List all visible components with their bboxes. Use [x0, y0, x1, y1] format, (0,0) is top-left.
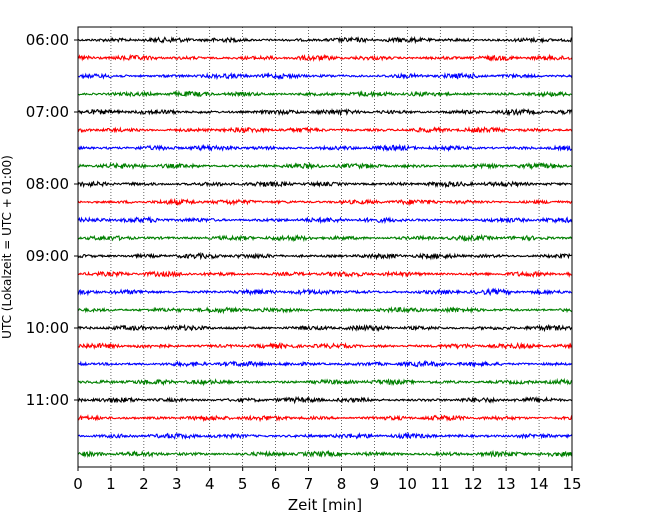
seismogram-trace [77, 71, 573, 81]
seismogram-trace [77, 233, 573, 243]
seismogram-trace [77, 287, 573, 297]
seismogram-trace [77, 53, 573, 62]
y-tick-label: 10:00 [26, 319, 69, 337]
x-tick-label: 7 [304, 475, 314, 493]
y-tick-label: 11:00 [26, 391, 69, 409]
seismogram-trace [77, 35, 573, 45]
y-tick-label: 06:00 [26, 31, 69, 49]
x-grid [110, 27, 540, 467]
seismogram-trace [77, 341, 573, 350]
seismogram-trace [77, 90, 573, 98]
seismogram-trace [77, 251, 573, 261]
plot-frame [77, 26, 573, 468]
x-tick-label: 5 [238, 475, 248, 493]
x-tick-label: 8 [337, 475, 347, 493]
seismogram-trace [77, 125, 573, 134]
x-axis-ticks: 0 1 2 3 4 5 6 7 8 9 10 11 12 13 14 15 [73, 467, 582, 493]
x-tick-label: 4 [205, 475, 215, 493]
seismogram-trace [77, 323, 573, 333]
x-tick-label: 1 [106, 475, 116, 493]
seismogram-trace [77, 413, 573, 423]
x-tick-label: 2 [139, 475, 149, 493]
seismogram-trace [77, 449, 573, 458]
x-tick-label: 14 [530, 475, 549, 493]
seismogram-trace [77, 360, 573, 368]
x-tick-label: 10 [398, 475, 417, 493]
y-axis-ticks: 06:00 07:00 08:00 09:00 10:00 11:00 [26, 31, 78, 409]
seismogram-trace [77, 270, 573, 279]
x-tick-label: 9 [370, 475, 380, 493]
x-tick-label: 12 [464, 475, 483, 493]
x-tick-label: 0 [73, 475, 83, 493]
seismogram-trace [77, 395, 573, 405]
seismogram-trace [78, 305, 573, 315]
x-tick-label: 13 [497, 475, 516, 493]
seismogram-traces [77, 35, 573, 458]
x-tick-label: 6 [271, 475, 281, 493]
seismogram-trace [77, 377, 573, 387]
seismogram-trace [77, 431, 573, 440]
seismogram-trace [77, 215, 573, 225]
y-tick-label: 08:00 [26, 175, 69, 193]
x-tick-label: 3 [172, 475, 182, 493]
y-axis-label: UTC (Lokalzeit = UTC + 01:00) [0, 155, 14, 339]
seismogram-trace [77, 180, 573, 189]
seismogram-trace [77, 143, 573, 152]
y-tick-label: 09:00 [26, 247, 69, 265]
seismogram-trace [77, 161, 573, 170]
x-tick-label: 11 [431, 475, 450, 493]
x-tick-label: 15 [562, 475, 581, 493]
x-axis-label: Zeit [min] [288, 496, 362, 514]
seismogram-trace [77, 107, 573, 117]
seismogram-trace [77, 197, 573, 207]
y-tick-label: 07:00 [26, 103, 69, 121]
